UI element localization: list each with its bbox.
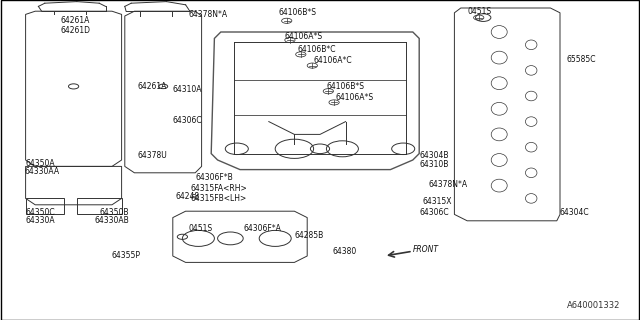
Text: 64106B*S: 64106B*S: [278, 8, 316, 17]
Text: 64350C: 64350C: [26, 208, 55, 217]
Text: 64315FA<RH>: 64315FA<RH>: [191, 184, 248, 193]
Text: 0451S: 0451S: [467, 7, 492, 16]
Text: 64106B*S: 64106B*S: [326, 82, 364, 91]
Text: 64378N*A: 64378N*A: [189, 10, 228, 19]
Text: 64315FB<LH>: 64315FB<LH>: [191, 194, 247, 203]
Text: 64378N*A: 64378N*A: [429, 180, 468, 188]
Text: 64106A*S: 64106A*S: [285, 32, 323, 41]
Bar: [26, 198, 64, 214]
Text: A640001332: A640001332: [568, 301, 621, 310]
Text: 65585C: 65585C: [566, 55, 596, 64]
Text: 64330AB: 64330AB: [95, 216, 129, 225]
Bar: [77, 198, 122, 214]
Text: 64248: 64248: [176, 192, 200, 201]
Text: 64350A: 64350A: [26, 159, 55, 168]
Text: 64106B*C: 64106B*C: [298, 45, 336, 54]
Text: 64330AA: 64330AA: [24, 167, 60, 176]
Text: 64261A: 64261A: [61, 16, 90, 25]
Text: 64306F*A: 64306F*A: [243, 224, 281, 233]
Text: 64306C: 64306C: [419, 208, 449, 217]
Text: 64306F*B: 64306F*B: [195, 173, 233, 182]
Text: 64378U: 64378U: [138, 151, 167, 160]
Text: 64261A: 64261A: [138, 82, 167, 91]
Text: 64304B: 64304B: [419, 151, 449, 160]
Text: 64310A: 64310A: [173, 85, 202, 94]
Text: 64315X: 64315X: [422, 197, 452, 206]
Text: 64106A*S: 64106A*S: [336, 93, 374, 102]
Text: 64304C: 64304C: [560, 208, 589, 217]
Text: FRONT: FRONT: [413, 245, 439, 254]
Text: 64106A*C: 64106A*C: [314, 56, 352, 65]
Text: 64261D: 64261D: [61, 26, 91, 35]
Text: 64310B: 64310B: [419, 160, 449, 169]
Text: 64355P: 64355P: [112, 252, 141, 260]
Text: 64330A: 64330A: [26, 216, 55, 225]
Text: 64350B: 64350B: [99, 208, 129, 217]
Text: 64285B: 64285B: [294, 231, 324, 240]
Text: 0451S: 0451S: [189, 224, 213, 233]
Text: 64306C: 64306C: [173, 116, 202, 124]
Text: 64380: 64380: [333, 247, 357, 256]
